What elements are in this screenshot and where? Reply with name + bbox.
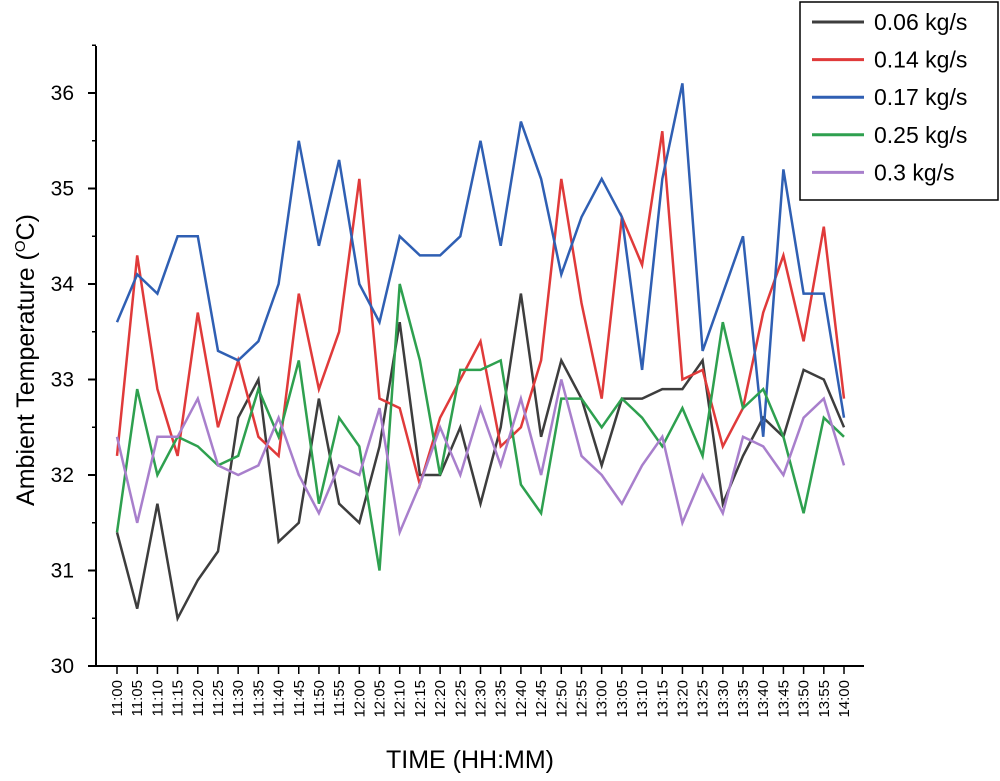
x-axis-title: TIME (HH:MM) xyxy=(386,746,554,774)
x-tick-label: 11:05 xyxy=(129,680,146,716)
y-tick-label: 31 xyxy=(51,560,74,583)
series-line xyxy=(115,131,846,490)
x-tick-label: 12:25 xyxy=(452,680,469,718)
series-line xyxy=(115,293,846,623)
y-axis-ticks: 30 31 32 33 34 35 36 xyxy=(51,44,96,678)
y-tick-label: 30 xyxy=(51,655,74,678)
y-tick-label: 36 xyxy=(51,82,74,105)
x-tick-label: 11:55 xyxy=(331,680,348,716)
x-tick-label: 12:20 xyxy=(432,680,449,718)
x-tick-label: 12:55 xyxy=(573,680,590,718)
x-tick-label: 13:35 xyxy=(735,680,752,718)
y-axis-title: Ambient Temperature (OC) xyxy=(12,214,40,506)
series-line xyxy=(115,283,845,571)
x-tick-label: 14:00 xyxy=(836,680,853,718)
x-tick-label: 12:50 xyxy=(553,680,570,718)
x-tick-label: 11:40 xyxy=(271,680,288,716)
x-tick-label: 13:50 xyxy=(796,680,813,718)
x-tick-label: 13:15 xyxy=(654,680,671,718)
x-tick-label: 12:15 xyxy=(412,680,429,718)
chart-axes xyxy=(95,46,864,667)
x-tick-label: 11:35 xyxy=(250,680,267,716)
x-tick-label: 11:20 xyxy=(190,680,207,716)
x-tick-label: 13:05 xyxy=(614,680,631,718)
legend-label: 0.25 kg/s xyxy=(874,122,967,148)
x-tick-label: 12:00 xyxy=(351,680,368,718)
x-tick-label: 13:00 xyxy=(594,680,611,718)
x-tick-label: 11:30 xyxy=(230,680,247,716)
x-tick-label: 12:35 xyxy=(493,680,510,718)
x-tick-label: 12:40 xyxy=(513,680,530,718)
x-tick-label: 12:05 xyxy=(372,680,389,718)
x-tick-label: 13:55 xyxy=(816,680,833,718)
x-tick-label: 13:25 xyxy=(695,680,712,718)
x-tick-label: 11:10 xyxy=(149,680,166,716)
x-tick-label: 12:30 xyxy=(473,680,490,718)
y-tick-label: 33 xyxy=(51,369,74,392)
x-tick-label: 12:45 xyxy=(533,680,550,718)
x-tick-label: 13:40 xyxy=(755,680,772,718)
x-tick-label: 12:10 xyxy=(392,680,409,718)
x-tick-label: 11:45 xyxy=(291,680,308,716)
x-tick-label: 13:30 xyxy=(715,680,732,718)
y-axis-title-unit: C) xyxy=(12,214,40,240)
series-line xyxy=(115,83,846,437)
x-tick-label: 13:45 xyxy=(775,680,792,718)
legend: 0.06 kg/s 0.14 kg/s 0.17 kg/s 0.25 kg/s 0.3 … xyxy=(799,1,999,201)
y-tick-label: 34 xyxy=(51,273,75,296)
x-tick-label: 11:15 xyxy=(170,680,187,716)
legend-box xyxy=(799,1,999,201)
y-tick-label: 32 xyxy=(51,464,74,487)
y-axis-title-superscript: O xyxy=(12,240,29,252)
x-tick-label: 11:00 xyxy=(109,680,126,716)
y-axis-title-main: Ambient Temperature ( xyxy=(12,251,40,505)
legend-label: 0.17 kg/s xyxy=(874,84,967,110)
legend-label: 0.3 kg/s xyxy=(874,159,955,185)
series-lines xyxy=(115,83,846,623)
x-tick-label: 11:50 xyxy=(311,680,328,716)
y-tick-label: 35 xyxy=(51,178,74,201)
series-line xyxy=(115,379,846,537)
legend-label: 0.14 kg/s xyxy=(874,47,967,73)
x-axis-ticks: 11:00 11:05 11:10 11:15 11:20 11:25 11:30 11:35… xyxy=(109,666,853,718)
x-tick-label: 13:20 xyxy=(674,680,691,718)
x-tick-label: 11:25 xyxy=(210,680,227,716)
x-tick-label: 13:10 xyxy=(634,680,651,718)
legend-label: 0.06 kg/s xyxy=(874,9,967,35)
